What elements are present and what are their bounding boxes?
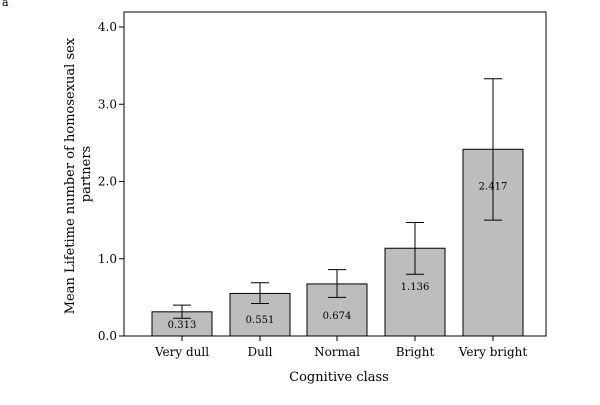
bars-group bbox=[151, 148, 524, 337]
y-tick-label: 3.0 bbox=[98, 97, 117, 111]
x-tick-label: Dull bbox=[247, 345, 272, 359]
y-axis-title-line-2: partners bbox=[79, 146, 94, 202]
value-labels-group: 0.313 0.551 0.674 1.136 2.417 bbox=[168, 181, 508, 331]
bar-value-label: 0.674 bbox=[323, 311, 352, 322]
y-tick-label: 2.0 bbox=[98, 175, 117, 189]
panel-label: a bbox=[2, 0, 9, 9]
y-tick-label: 4.0 bbox=[98, 20, 117, 34]
y-tick-label: 1.0 bbox=[98, 252, 117, 266]
x-tick-label: Very dull bbox=[154, 345, 209, 359]
y-axis-title: Mean Lifetime number of homosexual sex p… bbox=[63, 34, 94, 315]
x-axis: Very dull Dull Normal Bright Very bright bbox=[154, 336, 527, 359]
bar-value-label: 0.313 bbox=[168, 320, 197, 331]
x-axis-title: Cognitive class bbox=[289, 370, 389, 385]
x-tick-label: Very bright bbox=[458, 345, 528, 359]
x-tick-label: Bright bbox=[396, 345, 435, 359]
y-tick-label: 0.0 bbox=[98, 329, 117, 343]
y-axis-title-line-1: Mean Lifetime number of homosexual sex bbox=[63, 37, 78, 314]
bar-value-label: 2.417 bbox=[479, 181, 508, 192]
y-axis: 0.0 1.0 2.0 3.0 4.0 bbox=[98, 20, 124, 343]
bar-value-label: 0.551 bbox=[246, 315, 275, 326]
bar-value-label: 1.136 bbox=[401, 282, 430, 293]
error-bars-group bbox=[173, 78, 502, 319]
x-tick-label: Normal bbox=[314, 345, 360, 359]
